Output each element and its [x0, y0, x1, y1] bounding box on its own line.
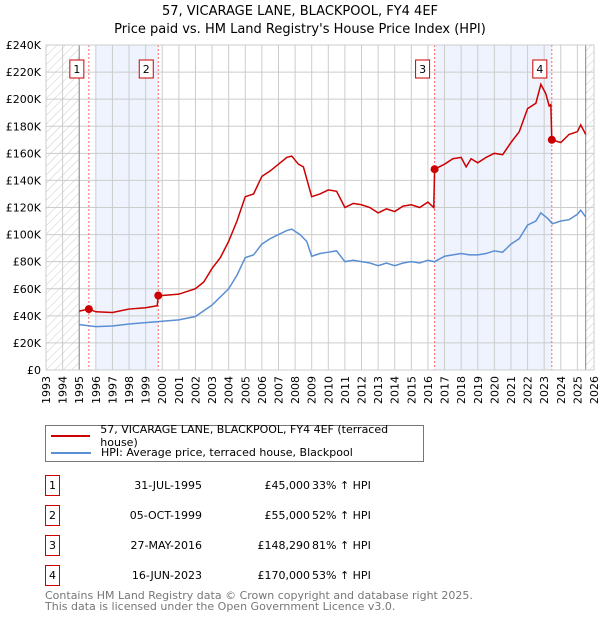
- x-tick-label: 1994: [57, 376, 70, 404]
- sale-point: [154, 291, 163, 300]
- x-tick-label: 2007: [272, 376, 285, 404]
- sale-label-box: [138, 59, 154, 79]
- y-tick-label: £40K: [13, 310, 42, 323]
- transaction-price: £55,000: [264, 509, 311, 522]
- chart-title: 57, VICARAGE LANE, BLACKPOOL, FY4 4EF Pr…: [0, 3, 600, 39]
- sale-point: [430, 165, 439, 174]
- x-tick-label: 2015: [405, 376, 418, 404]
- transaction-price: £148,290: [257, 539, 311, 552]
- transaction-row: 2 05-OCT-1999 £55,000 52% ↑ HPI: [45, 505, 465, 526]
- x-tick-label: 2022: [522, 376, 535, 404]
- transaction-date: 05-OCT-1999: [129, 509, 202, 522]
- sale-point: [84, 305, 93, 314]
- transaction-row: 3 27-MAY-2016 £148,290 81% ↑ HPI: [45, 535, 465, 556]
- x-tick-label: 2024: [555, 376, 568, 404]
- x-tick-label: 2011: [339, 376, 352, 404]
- legend-swatch: [51, 434, 91, 437]
- transaction-hpi: 33% ↑ HPI: [312, 479, 371, 492]
- footer-line: Contains HM Land Registry data © Crown c…: [45, 589, 473, 602]
- sale-label: 1: [73, 63, 80, 76]
- y-tick-label: £240K: [6, 39, 42, 52]
- sale-label: 3: [419, 63, 426, 76]
- x-tick-label: 2023: [538, 376, 551, 404]
- sale-point: [547, 135, 556, 144]
- sale-label-box: [415, 59, 431, 79]
- sale-label: 4: [536, 63, 543, 76]
- title: 57, VICARAGE LANE, BLACKPOOL, FY4 4EF: [161, 4, 439, 19]
- transaction-date: 27-MAY-2016: [130, 539, 202, 552]
- y-tick-label: £140K: [6, 174, 42, 187]
- transaction-hpi: 53% ↑ HPI: [312, 569, 371, 582]
- transaction-date: 16-JUN-2023: [131, 569, 202, 582]
- x-tick-label: 2026: [588, 376, 600, 404]
- x-tick-label: 1993: [40, 376, 53, 404]
- property-price-line: [79, 82, 587, 314]
- y-tick-label: £220K: [6, 66, 42, 79]
- x-tick-label: 2010: [322, 376, 335, 404]
- x-tick-label: 2017: [439, 376, 452, 404]
- transaction-date: 31-JUL-1995: [134, 479, 202, 492]
- transaction-number: 4: [45, 565, 60, 586]
- y-tick-label: £20K: [13, 337, 42, 350]
- transaction-row: 4 16-JUN-2023 £170,000 53% ↑ HPI: [45, 565, 465, 586]
- x-tick-label: 2001: [173, 376, 186, 404]
- x-tick-label: 2005: [239, 376, 252, 404]
- price-chart: 1993 1994 1995 1996 1997 1998 1999 2000 2001 2002…: [6, 39, 600, 404]
- x-tick-label: 1995: [73, 376, 86, 404]
- x-tick-label: 1996: [90, 376, 103, 404]
- sale-label-box: [69, 59, 85, 79]
- sale-label-box: [532, 59, 548, 79]
- legend-item-property: 57, VICARAGE LANE, BLACKPOOL, FY4 4EF (t…: [51, 423, 423, 449]
- x-tick-label: 2006: [256, 376, 269, 404]
- x-tick-label: 2000: [156, 376, 169, 404]
- x-tick-label: 2004: [223, 376, 236, 404]
- footer-line: This data is licensed under the Open Gov…: [45, 600, 396, 613]
- x-tick-label: 2008: [289, 376, 302, 404]
- legend-label: HPI: Average price, terraced house, Blac…: [101, 446, 353, 459]
- y-tick-label: £60K: [13, 283, 42, 296]
- x-tick-label: 2025: [571, 376, 584, 404]
- transaction-number: 3: [45, 535, 60, 556]
- plot-frame: [45, 44, 595, 371]
- transaction-hpi: 81% ↑ HPI: [312, 539, 371, 552]
- y-tick-label: £0: [27, 364, 41, 377]
- legend: 57, VICARAGE LANE, BLACKPOOL, FY4 4EF (t…: [45, 423, 424, 462]
- y-tick-label: £100K: [6, 229, 42, 242]
- y-tick-label: £200K: [6, 93, 42, 106]
- legend-swatch: [51, 451, 91, 454]
- x-tick-label: 2014: [389, 376, 402, 404]
- x-tick-label: 1997: [106, 376, 119, 404]
- x-tick-label: 2003: [206, 376, 219, 404]
- x-tick-label: 1999: [140, 376, 153, 404]
- transaction-price: £170,000: [257, 569, 311, 582]
- hpi-line: [79, 208, 587, 328]
- y-tick-label: £180K: [6, 120, 42, 133]
- sale-label: 2: [143, 63, 150, 76]
- legend-label: 57, VICARAGE LANE, BLACKPOOL, FY4 4EF (t…: [100, 422, 389, 449]
- x-tick-label: 2016: [422, 376, 435, 404]
- transaction-price: £45,000: [264, 479, 311, 492]
- x-tick-label: 2013: [372, 376, 385, 404]
- x-tick-label: 1998: [123, 376, 136, 404]
- y-tick-label: £160K: [6, 147, 42, 160]
- x-tick-label: 2012: [356, 376, 369, 404]
- x-tick-label: 2020: [488, 376, 501, 404]
- legend-item-hpi: HPI: Average price, terraced house, Blac…: [51, 444, 353, 461]
- x-tick-label: 2019: [472, 376, 485, 404]
- x-tick-label: 2018: [455, 376, 468, 404]
- y-tick-label: £120K: [6, 202, 42, 215]
- footer: Contains HM Land Registry data © Crown c…: [45, 590, 473, 612]
- transaction-row: 1 31-JUL-1995 £45,000 33% ↑ HPI: [45, 475, 465, 496]
- x-tick-label: 2021: [505, 376, 518, 404]
- transaction-number: 2: [45, 505, 60, 526]
- subtitle: Price paid vs. HM Land Registry's House …: [114, 22, 486, 37]
- x-tick-label: 2002: [189, 376, 202, 404]
- x-tick-label: 2009: [306, 376, 319, 404]
- transaction-number: 1: [45, 475, 60, 496]
- y-tick-label: £80K: [13, 256, 42, 269]
- transaction-hpi: 52% ↑ HPI: [312, 509, 371, 522]
